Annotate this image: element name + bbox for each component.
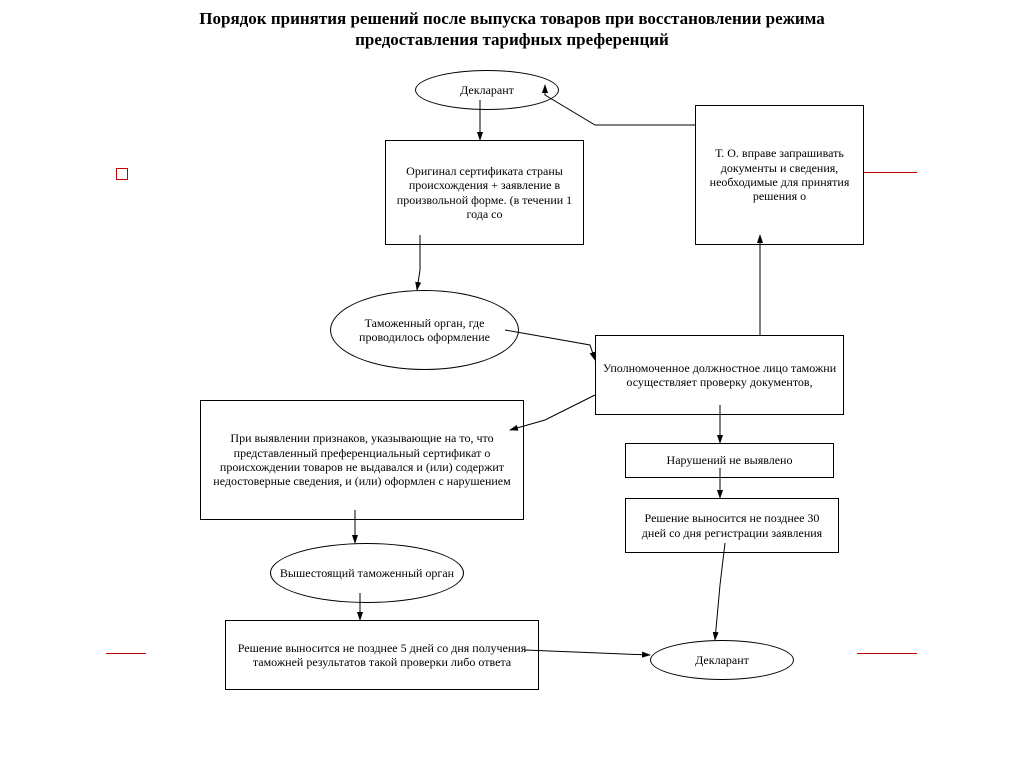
node-decision-5-days: Решение выносится не позднее 5 дней со д…	[225, 620, 539, 690]
node-label: Решение выносится не позднее 5 дней со д…	[232, 641, 532, 670]
node-label: Вышестоящий таможенный орган	[280, 566, 454, 580]
node-label: Декларант	[695, 653, 749, 667]
node-original-certificate: Оригинал сертификата страны происхождени…	[385, 140, 584, 245]
title-line-1: Порядок принятия решений после выпуска т…	[199, 9, 824, 28]
edge	[525, 650, 650, 655]
node-label: Уполномоченное должностное лицо таможни …	[602, 361, 837, 390]
node-decision-30-days: Решение выносится не позднее 30 дней со …	[625, 498, 839, 553]
node-label: Оригинал сертификата страны происхождени…	[392, 164, 577, 222]
decor-line	[857, 653, 917, 654]
node-label: При выявлении признаков, указывающие на …	[207, 431, 517, 489]
node-label: Таможенный орган, где проводилось оформл…	[337, 316, 512, 345]
edge	[545, 85, 695, 125]
decor-line	[106, 653, 146, 654]
node-no-violations: Нарушений не выявлено	[625, 443, 834, 478]
node-customs-body: Таможенный орган, где проводилось оформл…	[330, 290, 519, 370]
node-label: Решение выносится не позднее 30 дней со …	[632, 511, 832, 540]
node-higher-customs: Вышестоящий таможенный орган	[270, 543, 464, 603]
decor-line	[862, 172, 917, 173]
decor-square	[116, 168, 128, 180]
node-signs-detected: При выявлении признаков, указывающие на …	[200, 400, 524, 520]
node-label: Т. О. вправе запрашивать документы и све…	[702, 146, 857, 204]
title-line-2: предоставления тарифных преференций	[355, 30, 669, 49]
edge	[505, 330, 595, 360]
node-label: Декларант	[460, 83, 514, 97]
node-authorized-person: Уполномоченное должностное лицо таможни …	[595, 335, 844, 415]
node-declarant-top: Декларант	[415, 70, 559, 110]
page-title: Порядок принятия решений после выпуска т…	[0, 8, 1024, 51]
node-declarant-bottom: Декларант	[650, 640, 794, 680]
node-to-request-docs: Т. О. вправе запрашивать документы и све…	[695, 105, 864, 245]
edge	[715, 543, 725, 640]
node-label: Нарушений не выявлено	[667, 453, 793, 467]
